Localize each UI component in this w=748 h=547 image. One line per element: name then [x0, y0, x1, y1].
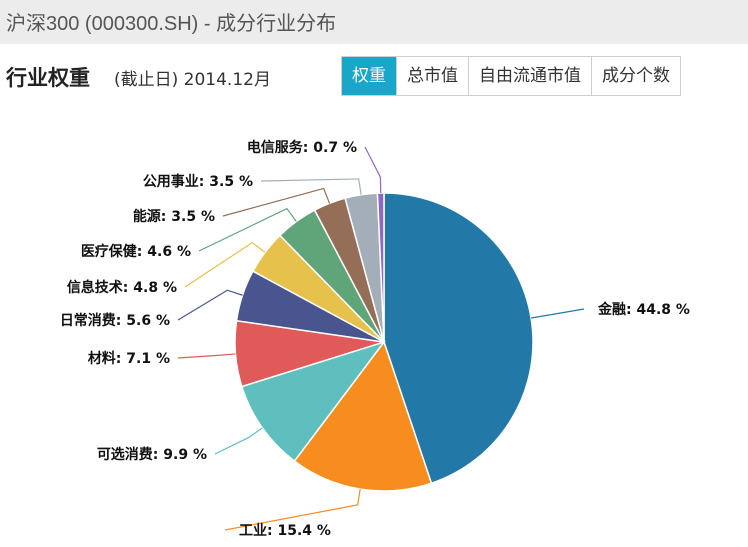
pie-slice-consumer-discretionary[interactable]	[240, 340, 387, 463]
leader-line-utilities	[260, 178, 362, 195]
leader-line-energy	[222, 187, 331, 217]
slice-label-utilities: 公用事业: 3.5 %	[143, 173, 253, 190]
window-titlebar: 沪深300 (000300.SH) - 成分行业分布	[0, 0, 748, 44]
slice-label-consumer-staples: 日常消费: 5.6 %	[60, 312, 170, 329]
slice-label-information-technology: 信息技术: 4.8 %	[67, 279, 177, 296]
metric-tabs: 权重 总市值 自由流通市值 成分个数	[341, 56, 681, 96]
section-subtitle: (截止日) 2014.12月	[114, 70, 271, 90]
slice-label-health-care: 医疗保健: 4.6 %	[81, 243, 191, 260]
leader-line-materials	[177, 353, 236, 359]
slice-label-telecom: 电信服务: 0.7 %	[247, 139, 357, 156]
slice-label-finance: 金融: 44.8 %	[597, 301, 690, 318]
section-title: 行业权重	[6, 66, 90, 90]
leader-line-consumer-discretionary	[214, 427, 263, 455]
tab-constituent-count[interactable]: 成分个数	[591, 57, 680, 95]
industry-pie-chart: 金融: 44.8 % 工业: 15.4 % 可选消费: 9.9 % 材料: 7.1 %…	[60, 139, 690, 539]
leader-line-industrials	[224, 488, 361, 531]
pie-slice-industrials[interactable]	[293, 340, 433, 492]
leader-line-telecom	[364, 146, 382, 194]
tab-total-market-cap[interactable]: 总市值	[396, 57, 468, 95]
leader-line-information-technology	[184, 241, 266, 288]
tab-weight[interactable]: 权重	[342, 57, 396, 95]
tab-free-float-market-cap[interactable]: 自由流通市值	[468, 57, 591, 95]
leader-line-consumer-staples	[177, 289, 243, 321]
leader-line-finance	[530, 308, 585, 319]
slice-label-industrials: 工业: 15.4 %	[239, 523, 331, 539]
pie-slice-telecom[interactable]	[376, 192, 385, 343]
slice-label-energy: 能源: 3.5 %	[133, 208, 215, 225]
slice-label-consumer-discretionary: 可选消费: 9.9 %	[97, 446, 207, 463]
slice-label-materials: 材料: 7.1 %	[88, 350, 170, 367]
window-title: 沪深300 (000300.SH) - 成分行业分布	[6, 13, 337, 35]
leader-line-health-care	[198, 207, 297, 252]
